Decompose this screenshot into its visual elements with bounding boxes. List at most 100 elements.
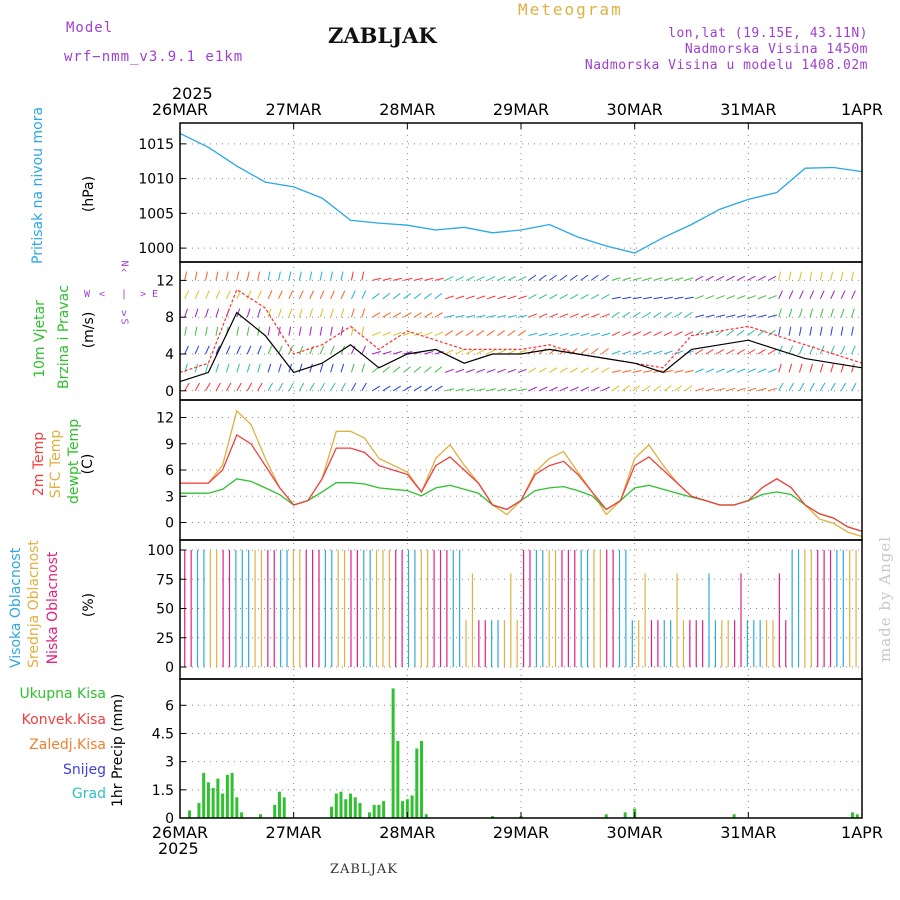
wind-barb [476,314,486,318]
wind-barb [840,290,846,300]
wind-barb [851,345,856,355]
wind-barb [184,271,188,281]
wind-barb [569,367,579,373]
wind-barb [518,314,528,318]
wind-barb [642,385,651,392]
wind-barb [663,311,672,318]
wind-barb [851,271,854,281]
wind-barb [319,290,325,300]
wind-barb [851,363,855,373]
wind-barb [455,349,464,355]
dewpoint-line [180,478,863,532]
wind-barb [768,295,777,300]
wind-barb [184,345,189,355]
wind-barb [580,367,589,373]
wind-barb [570,386,579,392]
wind-barb [517,330,526,337]
precip-bar [623,812,627,818]
wind-barb [361,345,366,355]
wind-barb [695,295,704,300]
wind-barb [403,366,411,373]
wind-barb [278,363,282,373]
footer-station: ZABLJAK [330,862,398,877]
wind-barb [194,326,198,336]
wind-barb [788,326,792,336]
wind-barb [465,388,475,392]
wind-barb [215,382,221,392]
wind-barb [330,290,335,300]
wind-barb [819,382,826,392]
temp-tick-label: 6 [165,463,174,479]
wind-barb [309,382,315,392]
wind-barb [330,326,333,336]
wind-tick-label: 4 [165,347,174,363]
wind-barb [757,368,767,373]
date-label-top: 27MAR [266,100,322,119]
wind-barb [549,332,559,337]
wind-barb [372,385,381,392]
precip-bar [732,814,736,818]
wind-barb [611,385,620,392]
wind-barb [788,271,792,281]
wind-barb [705,314,715,318]
wind-barb [361,326,365,336]
wind-barb [601,367,610,373]
wind-barb [559,332,569,337]
wind-barb [559,313,569,318]
wind-barb [715,295,725,300]
wind-barb [798,326,802,336]
compass-east-arrow: > [140,289,147,300]
wind-barb [215,271,219,281]
wind-barb [413,292,422,300]
wind-barb [382,366,391,373]
wind-barb [840,308,845,318]
wind-barb [382,351,392,355]
wind-barb [257,363,261,373]
wind-barb [267,308,272,318]
wind-barb [455,276,465,281]
wind-barb [684,311,693,318]
wind-barb [298,363,303,373]
wind-speed-line [179,311,863,383]
wind-barb [809,271,813,281]
wind-barb [246,271,250,281]
temp-tick-label: 3 [165,489,174,505]
wind-barb [590,293,600,300]
wind-barb [330,345,335,355]
wind-barb [663,296,673,300]
wind-barb [361,290,367,300]
wind-barb [445,276,454,281]
wind-barb [747,295,756,300]
wind-barb [236,271,240,281]
wind-barb [778,326,781,336]
wind-barb [340,326,344,336]
wind-barb [225,271,229,281]
precip-bar [259,814,263,818]
compass-rose: N ^ v S W < | > E [84,260,159,325]
wind-barb [632,370,642,373]
precip-conv-label: Konvek.Kisa [21,712,106,728]
wind-barb [736,275,746,281]
wind-barb [517,368,527,373]
wind-barb [809,290,815,300]
wind-barb [257,290,262,300]
wind-barb [413,366,422,373]
wind-barb [413,312,423,318]
cloud-tick-label: 50 [156,602,174,618]
precip-bar [410,795,414,818]
wind-barb [778,345,783,355]
wind-barb [580,274,589,281]
precip-bar [405,799,409,818]
wind-barb [768,387,778,392]
wind-barb [538,332,548,337]
model-label: Model [66,20,114,36]
wind-barb [778,308,782,318]
wind-barb [590,332,600,337]
precip-bar [851,812,855,818]
wind-barb [382,385,391,392]
wind-barb [486,276,496,281]
wind-barb [257,382,263,392]
wind-barb [622,296,632,300]
wind-barb [298,271,302,281]
wind-barb [455,368,465,373]
